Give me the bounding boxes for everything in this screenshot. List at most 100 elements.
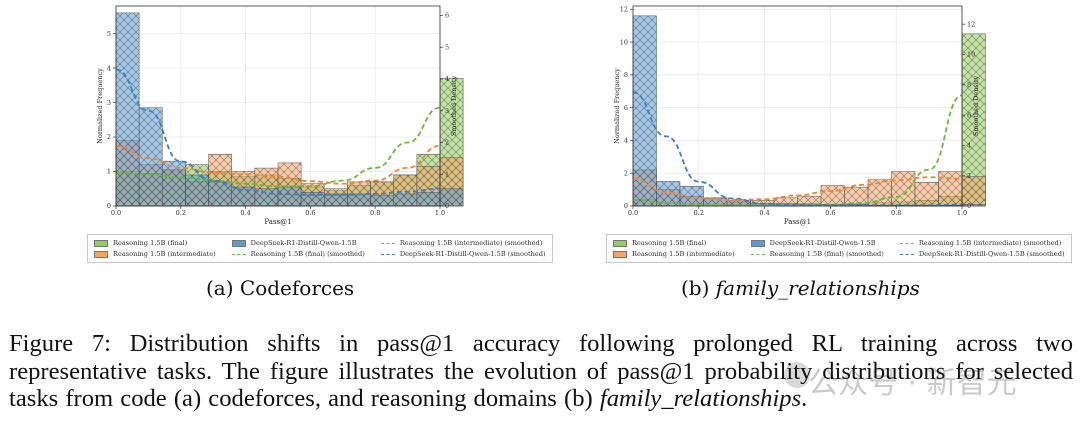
bar-hatch <box>162 161 186 206</box>
bar-hatch <box>703 198 727 206</box>
bar-hatch <box>727 201 751 206</box>
x-axis-label: Pass@1 <box>784 218 811 226</box>
bar-hatch <box>370 195 394 206</box>
legend-swatch <box>94 250 108 258</box>
y-tick-label: 3 <box>107 99 111 107</box>
bar-hatch <box>821 185 845 206</box>
y-tick-label: 10 <box>620 38 628 46</box>
y-tick-label: 12 <box>620 5 628 13</box>
y-axis-label: Normalized Frequency <box>613 68 621 144</box>
smoothed-density-line <box>115 68 441 196</box>
y-tick-label: 8 <box>624 71 628 79</box>
bar-hatch <box>962 204 986 206</box>
bar-hatch <box>116 12 140 207</box>
y2-tick-label: 5 <box>445 43 449 51</box>
y2-tick-label: 8 <box>967 81 971 89</box>
bar-hatch <box>185 174 209 206</box>
bar-hatch <box>656 181 680 206</box>
y2-tick-label: 10 <box>967 51 975 59</box>
y-tick-label: 1 <box>107 168 111 176</box>
y-tick-label: 0 <box>624 202 628 210</box>
y-tick-label: 6 <box>624 104 628 112</box>
y2-axis-label: Smoothed Density <box>450 76 458 137</box>
subcaption-a: (a) Codeforces <box>206 276 355 300</box>
bar-hatch <box>962 176 986 206</box>
bar-hatch <box>915 182 939 206</box>
legend-line <box>750 253 765 255</box>
y-tick-label: 5 <box>107 30 111 38</box>
bar-hatch <box>680 186 704 206</box>
legend-line <box>899 253 914 255</box>
legend-b-deepseek-smoothed: DeepSeek-R1-Distill-Qwen-1.5B (smoothed) <box>899 249 1065 259</box>
bar-hatch <box>868 179 892 206</box>
legend-b-intermediate: Reasoning 1.5B (intermediate) <box>613 249 735 259</box>
x-axis-label: Pass@1 <box>264 218 291 226</box>
legend-b-final: Reasoning 1.5B (final) <box>613 238 735 248</box>
legend-swatch <box>613 239 627 247</box>
legend-line <box>380 242 395 244</box>
bar-hatch <box>938 205 962 206</box>
bar-hatch <box>139 107 163 206</box>
bar-hatch <box>962 33 986 206</box>
y2-tick-label: 4 <box>445 75 449 83</box>
y2-tick-label: 3 <box>445 107 449 115</box>
legend-a-deepseek-smoothed: DeepSeek-R1-Distill-Qwen-1.5B (smoothed) <box>380 249 546 259</box>
x-tick-label: 0.4 <box>240 209 250 217</box>
legend-b-intermediate-smoothed: Reasoning 1.5B (intermediate) (smoothed) <box>899 238 1065 248</box>
legend-line <box>899 242 914 244</box>
y2-tick-label: 0 <box>967 202 971 210</box>
axes-frame <box>632 5 963 207</box>
watermark: 公众号 · 新智元 <box>808 366 1017 401</box>
bar-hatch <box>633 15 657 207</box>
bar-hatch <box>938 171 962 206</box>
y2-tick-label: 2 <box>445 139 449 147</box>
legend-a-intermediate-smoothed: Reasoning 1.5B (intermediate) (smoothed) <box>380 238 546 248</box>
figure-caption: Figure 7: Distribution shifts in pass@1 … <box>9 330 1073 412</box>
y2-axis-label: Smoothed Density <box>972 76 980 137</box>
y2-tick-label: 6 <box>967 111 971 119</box>
x-tick-label: 0.2 <box>176 209 186 217</box>
y2-tick-label: 0 <box>445 202 449 210</box>
bar-hatch <box>208 181 232 206</box>
smoothed-density-line <box>115 144 441 185</box>
y-axis-label: Normalized Frequency <box>96 68 104 144</box>
bar-hatch <box>347 193 371 206</box>
legend-a-deepseek: DeepSeek-R1-Distill-Qwen-1.5B <box>231 238 365 248</box>
bar-hatch <box>844 187 868 206</box>
legend-a-intermediate: Reasoning 1.5B (intermediate) <box>94 249 216 259</box>
y2-tick-label: 12 <box>967 20 975 28</box>
x-tick-label: 1.0 <box>957 209 967 217</box>
legend-b-final-smoothed: Reasoning 1.5B (final) (smoothed) <box>750 249 884 259</box>
bar-hatch <box>891 171 915 206</box>
y2-tick-label: 1 <box>445 170 449 178</box>
axes-frame <box>115 5 441 207</box>
bar-hatch <box>278 187 302 206</box>
legend-line <box>380 253 395 255</box>
smoothed-density-line <box>115 106 441 188</box>
smoothed-density-line <box>632 176 963 201</box>
x-tick-label: 0.6 <box>305 209 315 217</box>
bar-hatch <box>774 197 798 206</box>
bar-hatch <box>324 193 348 206</box>
x-tick-label: 0.2 <box>694 209 704 217</box>
bar-hatch <box>915 205 939 206</box>
bar-hatch <box>231 187 255 206</box>
y-tick-label: 2 <box>624 169 628 177</box>
x-tick-label: 0.0 <box>628 209 638 217</box>
subcaption-b: (b) family_relationships <box>681 276 920 300</box>
legend-a-final: Reasoning 1.5B (final) <box>94 238 216 248</box>
y-tick-label: 4 <box>624 137 628 145</box>
smoothed-density-line <box>632 91 963 207</box>
legend-a-final-smoothed: Reasoning 1.5B (final) (smoothed) <box>231 249 365 259</box>
legend-swatch <box>750 239 765 247</box>
bar-hatch <box>416 192 440 206</box>
legend-b: Reasoning 1.5B (final) DeepSeek-R1-Disti… <box>606 234 1072 263</box>
y2-tick-label: 4 <box>967 142 971 150</box>
legend-swatch <box>94 239 108 247</box>
x-tick-label: 0.4 <box>759 209 769 217</box>
y2-tick-label: 6 <box>445 12 449 20</box>
y-tick-label: 0 <box>107 202 111 210</box>
watermark-logo-icon <box>784 362 810 388</box>
y2-tick-label: 2 <box>967 172 971 180</box>
